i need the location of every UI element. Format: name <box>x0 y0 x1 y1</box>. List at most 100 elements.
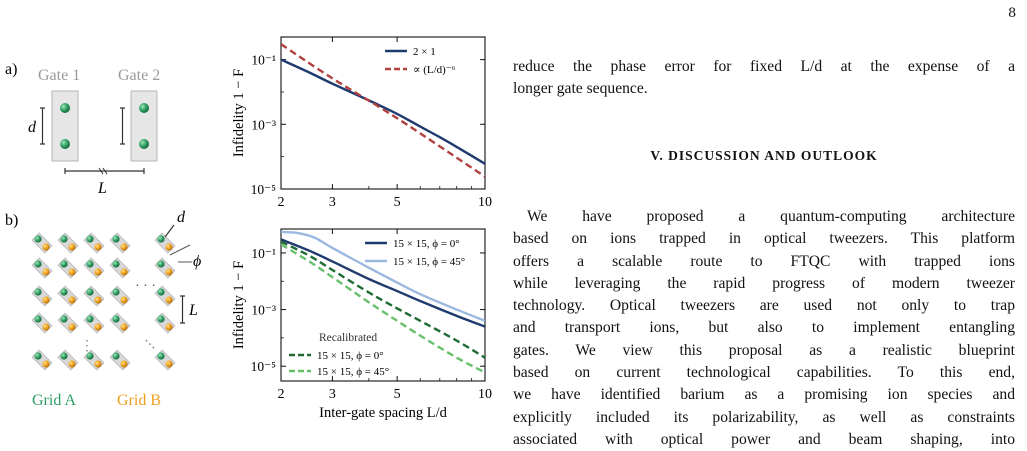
ion-grid-a <box>112 260 120 268</box>
ion-grid-b <box>120 268 128 276</box>
ion-grid-b <box>165 360 173 368</box>
phi-label: ϕ <box>193 253 201 270</box>
tweezer-site <box>83 257 105 279</box>
tweezer-site <box>154 285 176 307</box>
ion-grid-b <box>42 268 50 276</box>
ion-grid-a <box>86 315 94 323</box>
body-line: based on current technological capabilit… <box>513 364 1015 382</box>
ion-pair <box>109 312 131 334</box>
ion-grid-b <box>120 296 128 304</box>
series-line <box>281 43 485 178</box>
tweezer-site <box>31 312 53 334</box>
x-tick-label: 2 <box>278 195 285 210</box>
legend-entry: 15 × 15, ϕ = 0° <box>393 238 460 250</box>
tweezer-site <box>57 257 79 279</box>
ion-grid-b <box>94 243 102 251</box>
ion-grid-b <box>68 243 76 251</box>
figure: a) Gate 1 Gate 2 d L b) · · · ⋮ ⋮ d ϕ L … <box>5 36 492 421</box>
legend-entry: 15 × 15, ϕ = 45° <box>317 366 389 378</box>
tweezer-site <box>83 285 105 307</box>
top-line-2: longer gate sequence. <box>513 80 648 97</box>
body-line: explicitly included its polarizability, … <box>513 408 1015 426</box>
ion-grid-b <box>94 296 102 304</box>
tweezer-site <box>109 312 131 334</box>
legend-entry: 15 × 15, ϕ = 0° <box>317 350 384 362</box>
ion-pair <box>109 257 131 279</box>
ion-pair <box>31 257 53 279</box>
y-tick-label: 10⁻⁵ <box>251 182 277 197</box>
ion-grid-a <box>112 288 120 296</box>
series-line <box>281 230 485 322</box>
section-heading: V. DISCUSSION AND OUTLOOK <box>650 148 878 163</box>
section-body: We have proposed a quantum-computing arc… <box>513 206 1015 451</box>
page-number: 8 <box>1008 6 1017 21</box>
ion-pair <box>154 257 176 279</box>
ion-pair <box>57 312 79 334</box>
gate1-label: Gate 1 <box>38 67 80 84</box>
ion-grid-a <box>157 235 165 243</box>
panel-b-label: b) <box>5 212 18 229</box>
ion-grid-a <box>60 288 68 296</box>
legend-entry: 2 × 1 <box>413 46 436 58</box>
body-line: We have proposed a quantum-computing arc… <box>527 208 1015 225</box>
ion-pair <box>83 285 105 307</box>
ion <box>139 103 149 113</box>
ion <box>60 103 70 113</box>
ellipsis-diagonal: ⋮ <box>140 334 161 355</box>
ion-grid-a <box>60 352 68 360</box>
x-tick-label: 3 <box>329 387 336 402</box>
tweezer-site <box>154 257 176 279</box>
panel-a-label: a) <box>5 61 17 78</box>
tweezer-site <box>109 257 131 279</box>
x-tick-label: 3 <box>329 195 336 210</box>
body-line: technology. Optical tweezers are used no… <box>513 297 1015 315</box>
ellipsis-vertical: ⋮ <box>80 339 94 354</box>
tweezer-site <box>83 232 105 254</box>
ion-pair <box>83 349 105 371</box>
ellipsis-horizontal: · · · <box>135 279 156 294</box>
y-tick-label: 10⁻³ <box>251 117 276 132</box>
ion-grid-b <box>94 268 102 276</box>
x-tick-label: 5 <box>394 195 401 210</box>
body-line: while leveraging the rapid progress of m… <box>513 274 1015 292</box>
panel-a-schematic: a) Gate 1 Gate 2 d L <box>5 61 160 197</box>
gate2-label: Gate 2 <box>118 67 160 84</box>
body-line: offers a scalable route to FTQC with tra… <box>513 252 1015 270</box>
L-label-a: L <box>97 180 107 197</box>
y-tick-label: 10⁻⁵ <box>251 359 277 374</box>
ion-pair <box>109 349 131 371</box>
ion-grid-a <box>86 260 94 268</box>
ion-grid-a <box>34 352 42 360</box>
ion-grid-b <box>120 323 128 331</box>
ion-grid-a <box>34 288 42 296</box>
ion-pair <box>57 349 79 371</box>
ion-grid-a <box>157 288 165 296</box>
x-tick-label: 2 <box>278 387 285 402</box>
ion-grid-b <box>120 243 128 251</box>
ion-grid-a <box>86 235 94 243</box>
series-line <box>281 243 485 374</box>
ion-grid-a <box>34 260 42 268</box>
tweezer-site <box>109 232 131 254</box>
ion <box>139 139 149 149</box>
tweezer-site <box>57 349 79 371</box>
ion-grid-b <box>94 323 102 331</box>
legend-entry: ∝ (L/d)⁻⁶ <box>413 64 456 76</box>
ion-grid-a <box>86 288 94 296</box>
x-tick-label: 10 <box>478 387 492 402</box>
d-label-a: d <box>28 119 37 136</box>
ion-grid-b <box>42 360 50 368</box>
y-tick-label: 10⁻¹ <box>251 246 276 261</box>
ion-pair <box>154 285 176 307</box>
d-bracket <box>40 107 45 145</box>
legend-entry: 15 × 15, ϕ = 45° <box>393 256 465 268</box>
ion-grid-b <box>42 323 50 331</box>
ion-grid-b <box>68 360 76 368</box>
series-line <box>281 58 485 165</box>
ion-grid-b <box>165 296 173 304</box>
y-axis-label: Infidelity 1 − F <box>231 261 247 349</box>
y-tick-label: 10⁻¹ <box>251 53 276 68</box>
plot-frame <box>280 36 486 190</box>
L-bracket-b <box>180 295 185 324</box>
tweezer-site <box>31 349 53 371</box>
